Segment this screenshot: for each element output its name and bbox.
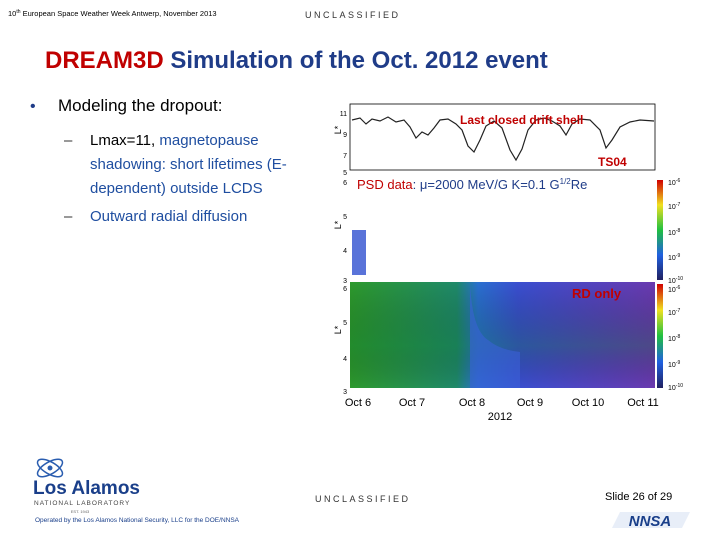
y-label: L* xyxy=(333,125,343,134)
y-label: L* xyxy=(333,325,343,334)
colorbar-label: 10-9 xyxy=(668,253,680,262)
colorbar xyxy=(657,180,663,280)
rd-image xyxy=(470,282,520,388)
agency: NNSA xyxy=(629,513,672,530)
operator: Operated by the Los Alamos National Secu… xyxy=(35,517,240,524)
label-base: 10 xyxy=(668,278,676,285)
slide-number: Slide 26 of 29 xyxy=(605,491,672,503)
label-exp: -10 xyxy=(676,276,683,282)
label-exp: -10 xyxy=(676,383,683,389)
label-base: 10 xyxy=(668,310,676,317)
y-tick: 5 xyxy=(343,170,347,177)
label-exp: -6 xyxy=(676,285,681,291)
y-tick: 9 xyxy=(343,132,347,139)
logo-sub: NATIONAL LABORATORY xyxy=(34,500,130,507)
bullet: Modeling the dropout: xyxy=(58,96,222,115)
label-exp: -6 xyxy=(676,178,681,184)
label-exp: -8 xyxy=(676,228,681,234)
colorbar xyxy=(657,284,663,388)
y-tick: 6 xyxy=(343,180,347,187)
y-tick: 4 xyxy=(343,248,347,255)
colorbar-label: 10-6 xyxy=(668,178,680,187)
x-tick: Oct 11 xyxy=(627,397,659,409)
y-tick: 5 xyxy=(343,214,347,221)
dash: – xyxy=(64,132,73,149)
label-exp: -7 xyxy=(676,308,681,314)
colorbar-label: 10-9 xyxy=(668,360,680,369)
colorbar-label: 10-8 xyxy=(668,228,680,237)
logo-est: EST. 1943 xyxy=(71,509,90,514)
label-base: 10 xyxy=(668,362,676,369)
classification: UNCLASSIFIED xyxy=(315,494,411,504)
x-tick: Oct 9 xyxy=(517,397,543,409)
y-tick: 6 xyxy=(343,286,347,293)
panel-label: Last closed drift shell xyxy=(460,113,583,127)
panel-title: RD only xyxy=(572,286,622,301)
x-tick: Oct 8 xyxy=(459,397,485,409)
psd-image xyxy=(352,230,366,275)
label-base: 10 xyxy=(668,287,676,294)
bullet-dot: • xyxy=(30,98,36,115)
label-exp: -8 xyxy=(676,334,681,340)
label-exp: -9 xyxy=(676,360,681,366)
panel-label: TS04 xyxy=(598,155,627,169)
label-base: 10 xyxy=(668,385,676,392)
label-base: 10 xyxy=(668,180,676,187)
label-base: 10 xyxy=(668,230,676,237)
slide-title: DREAM3D Simulation of the Oct. 2012 even… xyxy=(45,47,548,74)
y-tick: 3 xyxy=(343,389,347,396)
dash: – xyxy=(64,208,73,225)
x-tick: Oct 6 xyxy=(345,397,371,409)
colorbar-label: 10-8 xyxy=(668,334,680,343)
colorbar-label: 10-10 xyxy=(668,383,683,392)
y-tick: 11 xyxy=(340,111,347,118)
lcds-line xyxy=(351,116,655,162)
label-exp: -9 xyxy=(676,253,681,259)
label-base: 10 xyxy=(668,336,676,343)
sub-bullet: shadowing: short lifetimes (E- xyxy=(90,156,287,173)
panel-title: PSD data: μ=2000 MeV/G K=0.1 G1/2Re xyxy=(357,177,587,192)
lanl-logo: Los Alamos NATIONAL LABORATORY EST. 1943 xyxy=(33,458,140,514)
nnsa-logo: NNSA xyxy=(612,512,690,530)
y-tick: 4 xyxy=(343,356,347,363)
label-base: 10 xyxy=(668,204,676,211)
sub-bullet: Outward radial diffusion xyxy=(90,208,247,225)
logo-name: Los Alamos xyxy=(33,478,140,499)
y-tick: 3 xyxy=(343,278,347,285)
colorbar-label: 10-6 xyxy=(668,285,680,294)
classification: UNCLASSIFIED xyxy=(305,10,401,20)
colorbar-label: 10-7 xyxy=(668,202,680,211)
conference: 10th European Space Weather Week Antwerp… xyxy=(8,9,217,18)
y-tick: 5 xyxy=(343,320,347,327)
sub-bullet: Lmax=11, magnetopause xyxy=(90,132,259,149)
panel-frame xyxy=(349,103,656,171)
sub-bullet: dependent) outside LCDS xyxy=(90,180,263,197)
label-base: 10 xyxy=(668,255,676,262)
y-tick: 7 xyxy=(343,153,347,160)
colorbar-label: 10-7 xyxy=(668,308,680,317)
x-tick: Oct 7 xyxy=(399,397,425,409)
label-exp: -7 xyxy=(676,202,681,208)
psd-image xyxy=(360,180,645,275)
x-tick: Oct 10 xyxy=(572,397,604,409)
x-year: 2012 xyxy=(488,411,512,423)
colorbar-label: 10-10 xyxy=(668,276,683,285)
y-label: L* xyxy=(333,220,343,229)
